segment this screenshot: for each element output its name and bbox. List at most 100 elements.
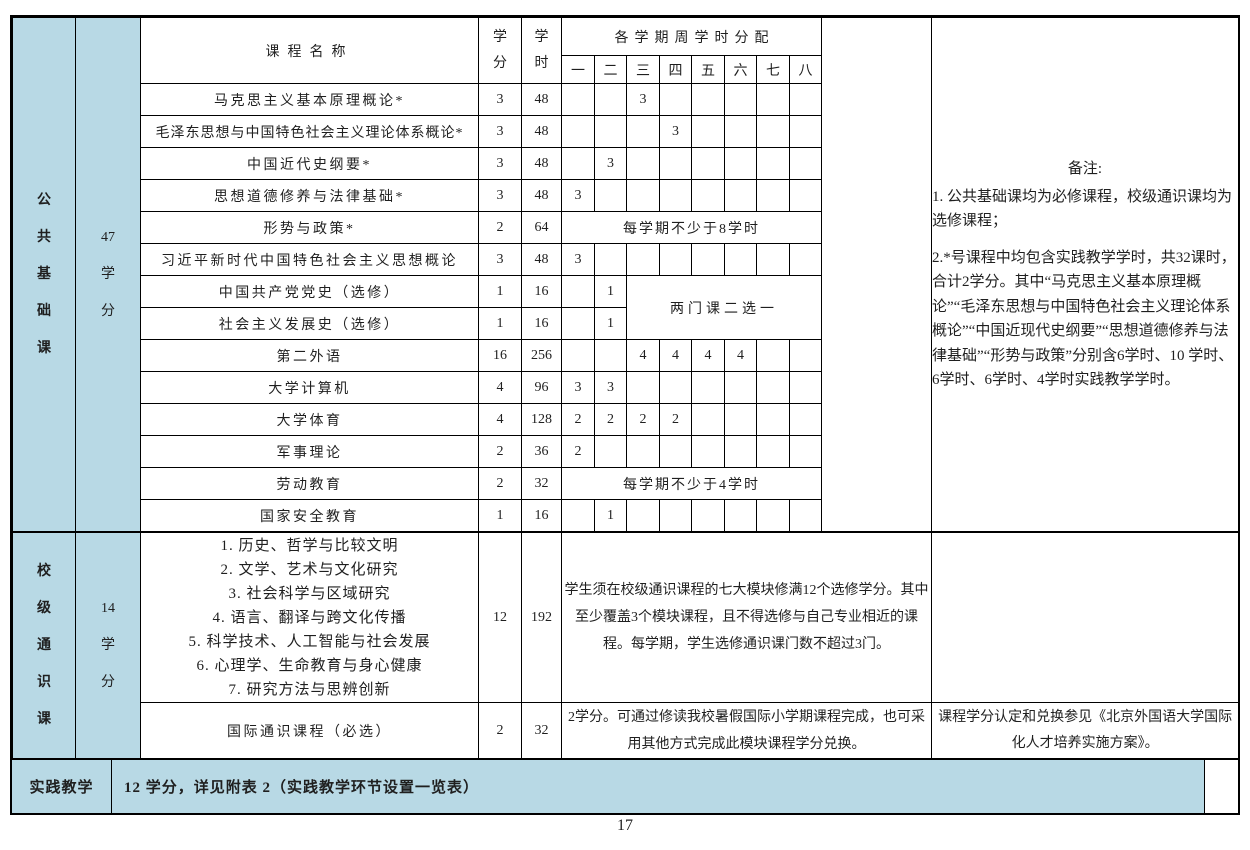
semester-hours-cell: 4 xyxy=(659,339,692,372)
per-semester-note-cell: 每学期不少于8学时 xyxy=(561,211,822,244)
course-credits-cell: 2 xyxy=(478,702,522,759)
category-char: 公 xyxy=(37,193,51,208)
semester-hours-cell xyxy=(594,339,627,372)
semester-hours-cell: 3 xyxy=(659,115,692,148)
course-row: 军事理论 2 36 2 xyxy=(13,435,1239,468)
semester-hours-cell: 3 xyxy=(561,179,595,212)
semester-hours-cell: 1 xyxy=(594,499,627,532)
course-credits-cell: 1 xyxy=(478,499,522,532)
course-hours-cell: 64 xyxy=(521,211,562,244)
semester-hours-cell xyxy=(789,435,822,468)
semester-hours-cell xyxy=(756,83,790,116)
course-row: 中国共产党党史（选修） 1 16 1 两门课二选一 xyxy=(13,275,1239,340)
course-hours-cell: 48 xyxy=(521,147,562,180)
category-char: 课 xyxy=(37,712,51,727)
semester-hours-cell xyxy=(561,115,595,148)
public-total-credits: 47 学 分 xyxy=(75,17,141,532)
semester-hours-cell xyxy=(659,179,692,212)
semester-hours-cell: 2 xyxy=(561,403,595,436)
modules-description-cell: 学生须在校级通识课程的七大模块修满12个选修学分。其中至少覆盖3个模块课程，且不… xyxy=(560,532,933,703)
semester-hours-cell xyxy=(561,275,595,308)
practice-teaching-label: 实践教学 xyxy=(12,760,112,813)
course-credits-cell: 4 xyxy=(478,403,522,436)
semester-hours-cell xyxy=(789,371,822,404)
course-hours-cell: 256 xyxy=(521,339,562,372)
module-item: 3. 社会科学与区域研究 xyxy=(228,585,391,602)
semester-hours-cell xyxy=(626,147,660,180)
semester-header-1: 一 xyxy=(561,55,595,84)
course-credits-cell: 1 xyxy=(478,275,522,308)
remarks-title: 备注: xyxy=(1067,160,1103,177)
module-list-cell: 1. 历史、哲学与比较文明 2. 文学、艺术与文化研究 3. 社会科学与区域研究… xyxy=(140,532,479,703)
semester-hours-cell: 4 xyxy=(626,339,660,372)
modules-remark-empty-cell xyxy=(931,532,1240,703)
category-char: 识 xyxy=(37,675,51,690)
course-hours-cell: 48 xyxy=(521,83,562,116)
category-char: 共 xyxy=(37,230,51,245)
course-row: 劳动教育 2 32 每学期不少于4学时 xyxy=(13,467,1239,500)
course-name-cell: 社会主义发展史（选修） xyxy=(140,307,479,340)
course-hours-cell: 48 xyxy=(521,179,562,212)
semester-hours-cell: 2 xyxy=(659,403,692,436)
category-char: 础 xyxy=(37,304,51,319)
semester-header-7: 七 xyxy=(756,55,790,84)
semester-hours-cell xyxy=(724,403,757,436)
course-credits-cell: 3 xyxy=(478,147,522,180)
semester-header-8: 八 xyxy=(789,55,822,84)
semester-hours-cell: 2 xyxy=(626,403,660,436)
course-credits-cell: 16 xyxy=(478,339,522,372)
total-credits-line: 学 xyxy=(101,267,115,282)
per-semester-note-cell: 每学期不少于4学时 xyxy=(561,467,822,500)
semester-header-5: 五 xyxy=(691,55,725,84)
semester-hours-cell xyxy=(756,147,790,180)
choose-one-of-two-note: 两门课二选一 xyxy=(626,275,822,340)
semester-hours-cell: 3 xyxy=(626,83,660,116)
semester-hours-cell xyxy=(691,435,725,468)
semester-hours-cell xyxy=(756,115,790,148)
hours-header-char: 学 xyxy=(534,29,549,45)
course-name-cell: 习近平新时代中国特色社会主义思想概论 xyxy=(140,243,479,276)
international-course-row: 国际通识课程（必选） 2 32 2学分。可通过修读我校暑假国际小学期课程完成，也… xyxy=(13,702,1240,759)
semester-hours-cell xyxy=(691,371,725,404)
curriculum-table: 公 共 基 础 课 47 学 分 课程名称 学 分 xyxy=(10,15,1240,815)
semester-hours-cell: 4 xyxy=(724,339,757,372)
semester-hours-cell: 2 xyxy=(561,435,595,468)
general-modules-row: 校 级 通 识 课 14 学 分 1. 历史、哲学与比较文明 2. 文学、艺术与… xyxy=(12,532,1240,759)
empty-spacer-column xyxy=(821,17,932,532)
course-name-header: 课程名称 xyxy=(140,17,479,84)
semester-hours-cell xyxy=(626,115,660,148)
course-name-cell: 马克思主义基本原理概论* xyxy=(140,83,479,116)
semester-hours-cell xyxy=(594,243,627,276)
course-name-cell: 国际通识课程（必选） xyxy=(140,702,479,759)
course-name-cell: 中国共产党党史（选修） xyxy=(140,275,479,308)
semester-hours-cell xyxy=(789,243,822,276)
semester-hours-cell xyxy=(626,435,660,468)
semester-hours-cell xyxy=(724,83,757,116)
total-credits-line: 14 xyxy=(101,601,115,616)
course-row: 毛泽东思想与中国特色社会主义理论体系概论* 3 48 3 xyxy=(13,115,1239,148)
semester-hours-cell: 1 xyxy=(594,275,627,308)
category-char: 基 xyxy=(37,267,51,282)
course-row: 马克思主义基本原理概论* 3 48 3 xyxy=(13,83,1239,116)
semester-hours-cell xyxy=(724,115,757,148)
practice-teaching-text: 12 学分，详见附表 2（实践教学环节设置一览表） xyxy=(112,760,1205,813)
general-total-credits: 14 学 分 xyxy=(75,532,141,759)
semester-hours-cell xyxy=(659,83,692,116)
semester-hours-cell xyxy=(691,499,725,532)
semester-hours-cell xyxy=(626,499,660,532)
course-credits-cell: 3 xyxy=(478,243,522,276)
module-item: 6. 心理学、生命教育与身心健康 xyxy=(196,657,423,674)
course-credits-cell: 1 xyxy=(478,307,522,340)
intl-description-cell: 2学分。可通过修读我校暑假国际小学期课程完成，也可采用其他方式完成此模块课程学分… xyxy=(560,702,933,759)
module-item: 4. 语言、翻译与跨文化传播 xyxy=(212,609,407,626)
semester-hours-cell xyxy=(561,83,595,116)
semester-hours-cell xyxy=(626,179,660,212)
semester-hours-cell xyxy=(561,147,595,180)
semester-hours-cell: 3 xyxy=(561,243,595,276)
semester-hours-cell xyxy=(594,435,627,468)
course-name-cell: 大学体育 xyxy=(140,403,479,436)
course-name-cell: 军事理论 xyxy=(140,435,479,468)
course-credits-cell: 3 xyxy=(478,115,522,148)
header-row-2: 一 二 三 四 五 六 七 八 xyxy=(13,55,1239,84)
